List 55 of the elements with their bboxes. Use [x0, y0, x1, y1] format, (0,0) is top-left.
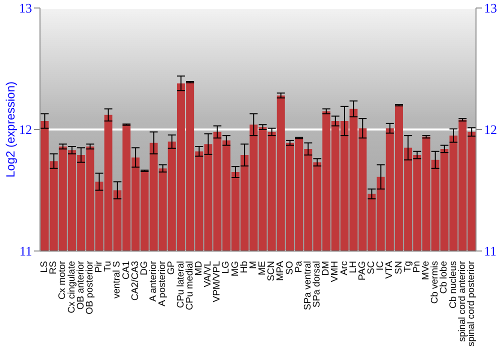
- x-tick-label: SPa ventral: [302, 261, 314, 310]
- y-axis-title: Log2 (expression): [3, 81, 18, 178]
- x-tick-label: LH: [348, 260, 359, 274]
- x-tick-label: DG: [138, 261, 150, 276]
- x-tick-label: Hb: [238, 261, 250, 274]
- x-tick-label: Cx motor: [57, 261, 68, 300]
- x-tick-label: MD: [193, 260, 204, 276]
- x-tick-label: Tu: [102, 261, 114, 272]
- x-tick-label: IC: [375, 260, 386, 270]
- x-tick-label: SN: [393, 260, 404, 274]
- x-tick-label: spinal cord posterior: [466, 261, 477, 347]
- x-tick-label: SPa dorsal: [312, 261, 323, 308]
- x-tick-label: LG: [220, 261, 232, 274]
- x-tick-label: OB posterior: [84, 261, 96, 314]
- x-tick-label: Cb vermis: [430, 260, 441, 304]
- x-tick-label: VA/VL: [202, 261, 214, 288]
- x-tick-label: VPM/VPL: [212, 261, 223, 302]
- y2-tick-label: 11: [484, 244, 497, 259]
- y-tick-label: 12: [19, 122, 32, 138]
- x-tick-label: Arc: [338, 260, 350, 276]
- x-tick-label: MVe: [420, 261, 432, 280]
- x-tick-label: Tg: [402, 261, 414, 272]
- x-tick-label: SO: [284, 261, 296, 275]
- x-tick-label: Pn: [411, 261, 422, 273]
- x-tick-label: LS: [39, 261, 50, 273]
- x-tick-label: CA1: [120, 261, 132, 280]
- x-tick-label: CPu medial: [184, 261, 196, 310]
- x-tick-label: Cb nucleus: [448, 260, 459, 309]
- x-tick-label: OB anterior: [75, 261, 86, 310]
- x-tick-label: CPu lateral: [175, 261, 186, 308]
- x-tick-label: Pa: [293, 260, 304, 273]
- x-tick-label: RS: [48, 261, 60, 274]
- y2-tick-label: 12: [484, 122, 497, 138]
- x-tick-label: SCN: [266, 260, 278, 282]
- x-tick-label: MG: [230, 261, 241, 276]
- x-tick-label: A posterior: [157, 261, 168, 306]
- x-tick-label: Cx cingulate: [66, 261, 78, 314]
- x-tick-label: A anterior: [148, 261, 160, 302]
- x-tick-label: PAG: [356, 261, 368, 280]
- x-tick-label: DM: [320, 260, 332, 276]
- y-tick-label: 11: [19, 244, 32, 259]
- x-tick-label: M: [248, 260, 259, 269]
- x-tick-label: ME: [257, 261, 268, 276]
- x-tick-label: spinal cord anterior: [456, 261, 468, 342]
- x-tick-label: Pir: [94, 261, 105, 273]
- y2-tick-label: 13: [484, 0, 497, 16]
- x-tick-label: ventral S: [112, 261, 123, 298]
- x-tick-label: MPA: [275, 260, 286, 281]
- x-tick-label: GP: [166, 261, 178, 275]
- x-tick-label: VMH: [330, 260, 341, 282]
- y-tick-label: 13: [19, 0, 32, 16]
- x-tick-label: SC: [366, 260, 378, 274]
- x-tick-label: CA2/CA3: [130, 261, 141, 301]
- x-tick-label: VTA: [384, 260, 396, 279]
- x-tick-label: Cb lobe: [438, 261, 450, 294]
